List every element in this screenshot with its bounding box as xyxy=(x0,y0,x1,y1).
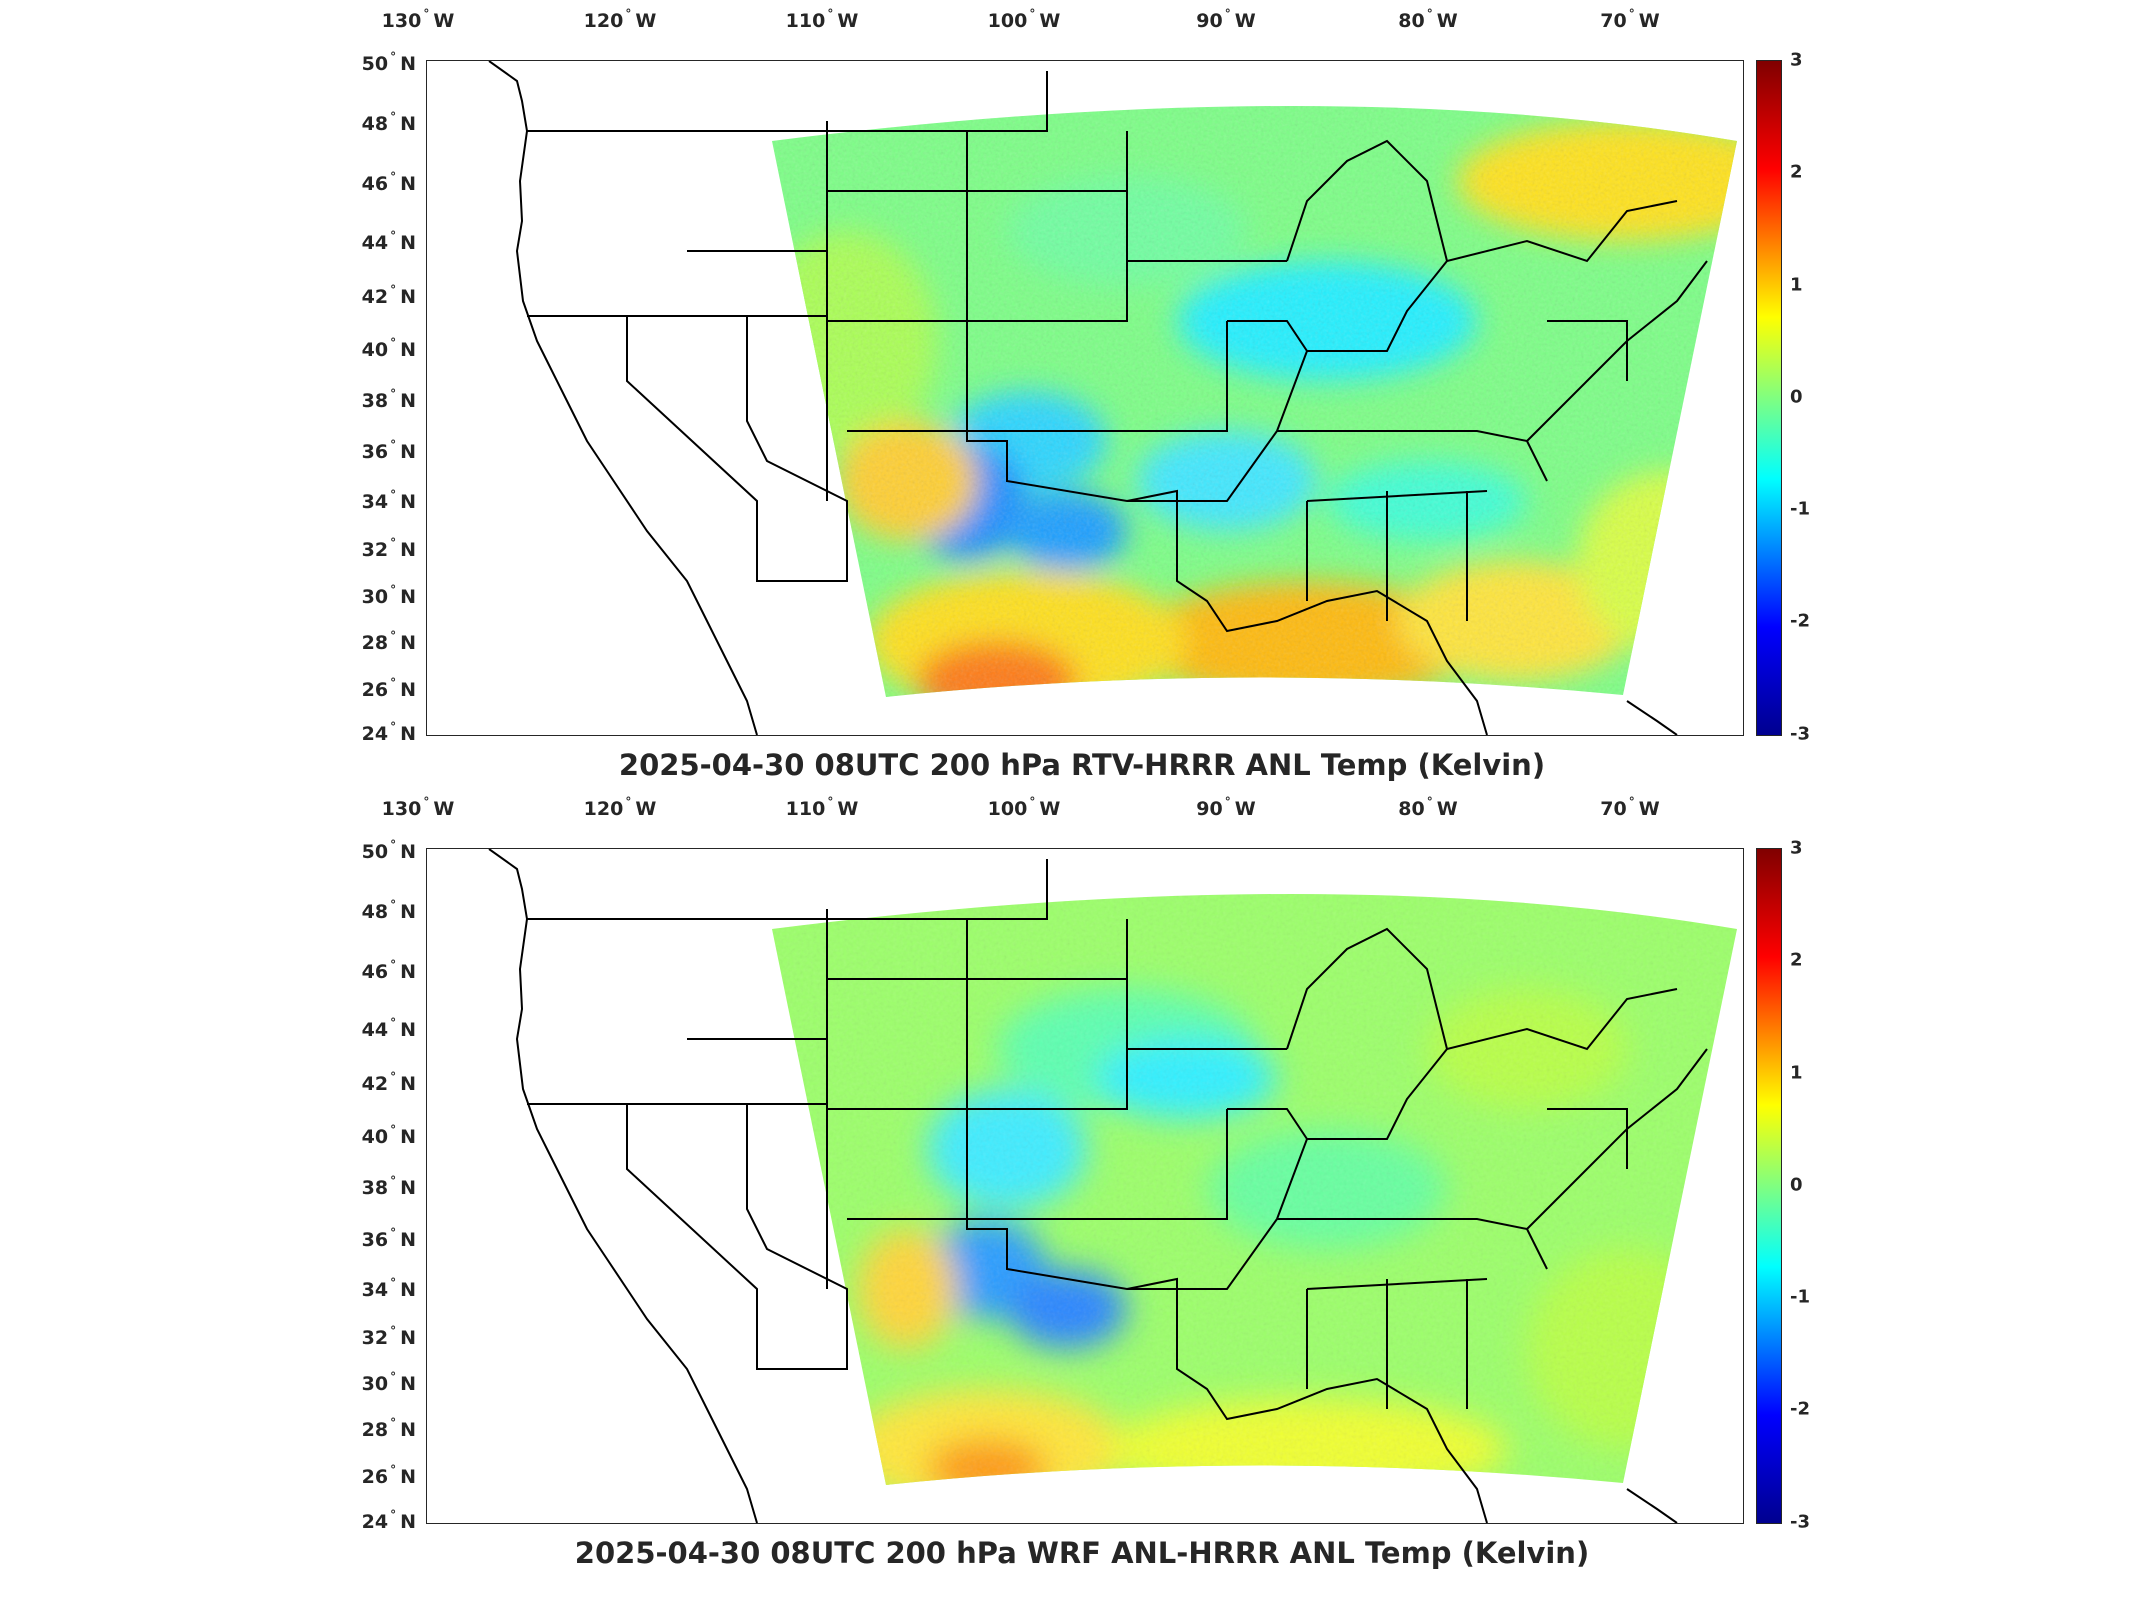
lon-label: 120 ° W xyxy=(583,7,657,32)
lat-label: 30 ° N xyxy=(361,583,416,608)
lon-label: 80 ° W xyxy=(1398,7,1458,32)
lat-label: 46 ° N xyxy=(361,958,416,983)
lat-label: 38 ° N xyxy=(361,387,416,412)
lat-label: 36 ° N xyxy=(361,438,416,463)
lat-label: 24 ° N xyxy=(361,720,416,745)
lon-label: 130 ° W xyxy=(381,795,455,820)
colorbar-tick: 1 xyxy=(1790,1062,1803,1084)
colorbar-tick: 3 xyxy=(1790,837,1803,859)
lat-label: 46 ° N xyxy=(361,170,416,195)
lon-label: 110 ° W xyxy=(785,795,859,820)
lat-label: 42 ° N xyxy=(361,283,416,308)
lat-label: 30 ° N xyxy=(361,1370,416,1395)
lon-label: 90 ° W xyxy=(1196,795,1256,820)
lat-label: 40 ° N xyxy=(361,1123,416,1148)
colorbar-tick: 1 xyxy=(1790,274,1803,296)
colorbar-tick: 2 xyxy=(1790,161,1803,183)
colorbar-tick: -2 xyxy=(1790,1398,1810,1420)
colorbar xyxy=(1756,848,1782,1524)
lon-label: 100 ° W xyxy=(987,7,1061,32)
lat-label: 38 ° N xyxy=(361,1174,416,1199)
lon-label: 70 ° W xyxy=(1600,795,1660,820)
field-map-svg xyxy=(488,61,1737,735)
lat-label: 44 ° N xyxy=(361,229,416,254)
map-wrf-hrrr xyxy=(426,848,1744,1524)
lat-label: 28 ° N xyxy=(361,1416,416,1441)
colorbar-tick: -3 xyxy=(1790,723,1810,745)
lat-label: 34 ° N xyxy=(361,1276,416,1301)
colorbar-tick: 2 xyxy=(1790,949,1803,971)
colorbar-tick: -1 xyxy=(1790,498,1810,520)
colorbar-tick: 0 xyxy=(1790,1174,1803,1196)
map-title: 2025-04-30 08UTC 200 hPa RTV-HRRR ANL Te… xyxy=(618,748,1546,782)
lat-label: 50 ° N xyxy=(361,50,416,75)
lat-label: 24 ° N xyxy=(361,1508,416,1533)
lat-label: 48 ° N xyxy=(361,898,416,923)
field-map-svg xyxy=(488,849,1737,1523)
lon-label: 70 ° W xyxy=(1600,7,1660,32)
colorbar-tick: -2 xyxy=(1790,610,1810,632)
lat-label: 36 ° N xyxy=(361,1226,416,1251)
lat-label: 48 ° N xyxy=(361,110,416,135)
colorbar-tick: -3 xyxy=(1790,1511,1810,1533)
lat-label: 34 ° N xyxy=(361,488,416,513)
lat-label: 28 ° N xyxy=(361,629,416,654)
colorbar-tick: -1 xyxy=(1790,1286,1810,1308)
temp-diff-field xyxy=(772,106,1737,697)
lat-label: 40 ° N xyxy=(361,336,416,361)
lon-label: 90 ° W xyxy=(1196,7,1256,32)
lat-label: 44 ° N xyxy=(361,1016,416,1041)
lat-label: 50 ° N xyxy=(361,838,416,863)
lat-label: 42 ° N xyxy=(361,1070,416,1095)
lat-label: 32 ° N xyxy=(361,1324,416,1349)
colorbar-tick: 0 xyxy=(1790,386,1803,408)
map-rtv-hrrr xyxy=(426,60,1744,736)
lat-label: 32 ° N xyxy=(361,536,416,561)
map-title: 2025-04-30 08UTC 200 hPa WRF ANL-HRRR AN… xyxy=(574,1536,1590,1570)
lon-label: 100 ° W xyxy=(987,795,1061,820)
lon-label: 130 ° W xyxy=(381,7,455,32)
coastlines-and-borders xyxy=(488,61,1708,735)
lon-label: 120 ° W xyxy=(583,795,657,820)
lat-label: 26 ° N xyxy=(361,1463,416,1488)
lat-label: 26 ° N xyxy=(361,676,416,701)
lon-label: 110 ° W xyxy=(785,7,859,32)
coastlines-and-borders xyxy=(488,849,1708,1523)
temp-diff-field xyxy=(772,894,1737,1485)
lon-label: 80 ° W xyxy=(1398,795,1458,820)
colorbar xyxy=(1756,60,1782,736)
colorbar-tick: 3 xyxy=(1790,49,1803,71)
